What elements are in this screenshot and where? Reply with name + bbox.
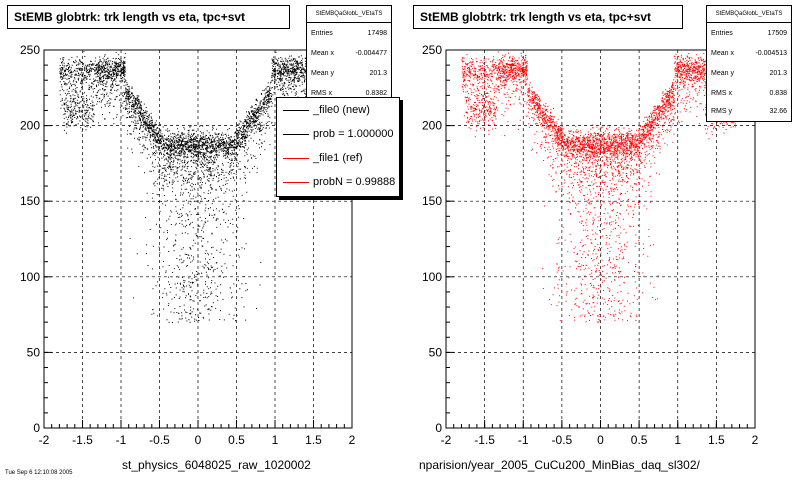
left-scatter-plot: -2 -1.5 -1 -0.5 0 0.5 1 1.5 2 0 50 100 150 200 250 (20, 43, 356, 447)
left-panel: -2 -1.5 -1 -0.5 0 0.5 1 1.5 2 0 50 100 150 200 250 StE… (7, 5, 400, 472)
right-stats-box: StEMBQaGlobL_VEtaTS Entries 17509 Mean x -… (706, 5, 792, 122)
x-tick-label: -2 (39, 433, 50, 447)
stats-value: 0.838 (769, 90, 787, 97)
left-stats-entries: Entries 17498 (311, 28, 387, 40)
x-tick-label: 1 (674, 433, 681, 447)
stats-value: -0.004513 (755, 50, 787, 57)
stats-label: RMS x (711, 90, 732, 97)
left-plot-title: StEMB globtrk: trk length vs eta, tpc+sv… (7, 5, 290, 29)
x-tick-label: 0.5 (228, 433, 245, 447)
left-stats-mean-y: Mean y 201.3 (311, 68, 387, 80)
stats-label: RMS y (711, 108, 732, 115)
footer-timestamp: Tue Sep 6 12:10:08 2005 (5, 470, 73, 476)
legend-label: _file0 (new) (313, 104, 370, 116)
right-stats-entries: Entries 17509 (711, 28, 787, 40)
y-tick-label: 150 (422, 194, 442, 208)
x-tick-label: 2 (752, 433, 759, 447)
x-tick-label: 0 (597, 433, 604, 447)
y-tick-label: 100 (20, 270, 40, 284)
legend-label: probN = 0.99888 (313, 176, 396, 188)
legend-label: _file1 (ref) (313, 152, 363, 164)
stats-label: Mean y (711, 70, 734, 77)
stats-label: Mean x (711, 50, 734, 57)
y-tick-label: 200 (422, 119, 442, 133)
y-tick-label: 50 (429, 345, 443, 359)
right-stats-header: StEMBQaGlobL_VEtaTS (707, 6, 791, 23)
x-tick-label: 1.5 (708, 433, 725, 447)
stats-label: RMS x (311, 90, 332, 97)
legend: _file0 (new) prob = 1.000000 _file1 (ref… (276, 97, 400, 197)
stats-label: Mean y (311, 70, 334, 77)
right-stats-mean-y: Mean y 201.3 (711, 68, 787, 80)
right-stats-mean-x: Mean x -0.004513 (711, 48, 787, 60)
scatter-points (461, 51, 741, 323)
y-tick-label: 50 (27, 345, 41, 359)
stats-value: 17498 (367, 30, 387, 37)
x-tick-label: -1.5 (474, 433, 495, 447)
x-tick-label: -1 (116, 433, 127, 447)
y-tick-label: 250 (422, 43, 442, 57)
stats-value: 32.66 (769, 108, 787, 115)
right-scatter-plot: -2 -1.5 -1 -0.5 0 0.5 1 1.5 2 0 50 100 150 200 250 (422, 43, 759, 447)
x-tick-label: -2 (441, 433, 452, 447)
x-tick-label: -0.5 (149, 433, 170, 447)
left-stats-rms-x: RMS x 0.8382 (311, 88, 387, 100)
right-plot-title: StEMB globtrk: trk length vs eta, tpc+sv… (413, 5, 683, 29)
y-tick-label: 0 (33, 421, 40, 435)
x-tick-label: 1.5 (305, 433, 322, 447)
stats-value: 201.3 (769, 70, 787, 77)
x-tick-label: 0 (195, 433, 202, 447)
x-tick-label: 1 (272, 433, 279, 447)
x-tick-label: -1.5 (72, 433, 93, 447)
stats-value: 17509 (767, 30, 787, 37)
y-tick-label: 200 (20, 119, 40, 133)
stats-label: Entries (711, 30, 733, 37)
stats-value: 0.8382 (365, 90, 387, 97)
x-tick-label: 0.5 (631, 433, 648, 447)
left-x-axis-title: st_physics_6048025_raw_1020002 (122, 458, 311, 472)
right-x-axis-title: nparision/year_2005_CuCu200_MinBias_daq_… (419, 458, 700, 472)
x-tick-label: -1 (518, 433, 529, 447)
y-tick-label: 150 (20, 194, 40, 208)
stats-value: -0.004477 (355, 50, 387, 57)
y-tick-label: 250 (20, 43, 40, 57)
right-stats-rms-y: RMS y 32.66 (711, 106, 787, 118)
legend-swatch (283, 182, 309, 183)
y-tick-label: 100 (422, 270, 442, 284)
legend-swatch (283, 158, 309, 159)
left-stats-header: StEMBQaGlobL_VEtaTS (307, 6, 391, 23)
x-tick-label: -0.5 (552, 433, 573, 447)
left-stats-mean-x: Mean x -0.004477 (311, 48, 387, 60)
legend-label: prob = 1.000000 (313, 128, 394, 140)
stats-value: 201.3 (369, 70, 387, 77)
y-tick-label: 0 (435, 421, 442, 435)
right-panel: -2 -1.5 -1 -0.5 0 0.5 1 1.5 2 0 50 100 150 200 250 StE… (400, 0, 800, 480)
stats-label: Mean x (311, 50, 334, 57)
legend-swatch (283, 134, 309, 135)
right-stats-rms-x: RMS x 0.838 (711, 88, 787, 100)
legend-swatch (283, 110, 309, 111)
stats-label: Entries (311, 30, 333, 37)
x-tick-label: 2 (349, 433, 356, 447)
